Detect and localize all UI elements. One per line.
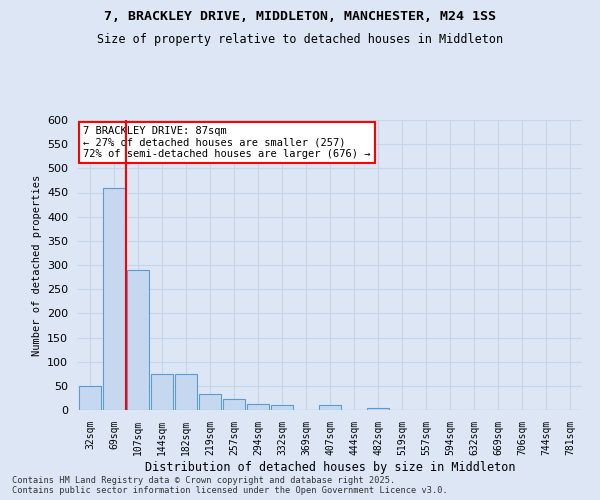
Bar xyxy=(199,394,221,410)
Text: Size of property relative to detached houses in Middleton: Size of property relative to detached ho… xyxy=(97,32,503,46)
Bar xyxy=(175,374,197,410)
Bar xyxy=(151,374,173,410)
Bar xyxy=(127,270,149,410)
Text: Contains HM Land Registry data © Crown copyright and database right 2025.
Contai: Contains HM Land Registry data © Crown c… xyxy=(12,476,448,495)
Bar xyxy=(319,405,341,410)
Bar xyxy=(223,400,245,410)
Bar xyxy=(367,408,389,410)
X-axis label: Distribution of detached houses by size in Middleton: Distribution of detached houses by size … xyxy=(145,460,515,473)
Bar xyxy=(79,386,101,410)
Bar xyxy=(103,188,125,410)
Text: 7 BRACKLEY DRIVE: 87sqm
← 27% of detached houses are smaller (257)
72% of semi-d: 7 BRACKLEY DRIVE: 87sqm ← 27% of detache… xyxy=(83,126,371,159)
Bar xyxy=(247,404,269,410)
Y-axis label: Number of detached properties: Number of detached properties xyxy=(32,174,41,356)
Bar xyxy=(271,405,293,410)
Text: 7, BRACKLEY DRIVE, MIDDLETON, MANCHESTER, M24 1SS: 7, BRACKLEY DRIVE, MIDDLETON, MANCHESTER… xyxy=(104,10,496,23)
